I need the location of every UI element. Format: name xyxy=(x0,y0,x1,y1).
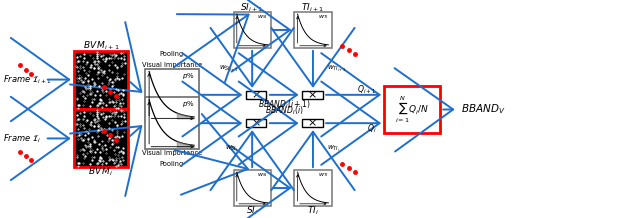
Text: $\mathit{BBAND}_V$: $\mathit{BBAND}_V$ xyxy=(461,102,505,116)
Text: Visual Importance: Visual Importance xyxy=(141,61,202,68)
Text: $\times$: $\times$ xyxy=(307,90,317,100)
Text: $w_{TI_{i+1}}$: $w_{TI_{i+1}}$ xyxy=(327,64,346,74)
Text: $\mathit{BV}\,\mathit{M}_{i}$: $\mathit{BV}\,\mathit{M}_{i}$ xyxy=(88,166,113,179)
Text: $\sum_{i=1}^{N} Q_i/N$: $\sum_{i=1}^{N} Q_i/N$ xyxy=(395,94,429,125)
Text: $\mathit{BV}\,\mathit{M}_{i+1}$: $\mathit{BV}\,\mathit{M}_{i+1}$ xyxy=(83,39,119,52)
Text: Pooling: Pooling xyxy=(160,161,184,167)
Text: $\mathit{BBAND}_I(i+1)$: $\mathit{BBAND}_I(i+1)$ xyxy=(258,98,310,111)
Text: Frame $\mathcal{I}_{i}$: Frame $\mathcal{I}_{i}$ xyxy=(3,132,41,145)
FancyBboxPatch shape xyxy=(384,86,440,133)
Text: $w_{SI}$: $w_{SI}$ xyxy=(257,13,268,21)
Text: $\times$: $\times$ xyxy=(307,118,317,128)
FancyBboxPatch shape xyxy=(145,69,199,121)
Text: Frame $\mathcal{I}_{i+1}$: Frame $\mathcal{I}_{i+1}$ xyxy=(3,73,51,86)
Text: $TI_{i}$: $TI_{i}$ xyxy=(307,204,319,217)
FancyBboxPatch shape xyxy=(294,170,332,206)
Text: $w_{SI_i}$: $w_{SI_i}$ xyxy=(225,144,238,154)
FancyBboxPatch shape xyxy=(74,109,128,167)
Text: $p\%$: $p\%$ xyxy=(182,99,195,109)
Text: $\times$: $\times$ xyxy=(251,118,261,128)
Text: Visual Importance: Visual Importance xyxy=(141,150,202,157)
Text: $SI_{i}$: $SI_{i}$ xyxy=(246,204,258,217)
FancyBboxPatch shape xyxy=(234,170,271,206)
FancyBboxPatch shape xyxy=(74,51,128,109)
FancyBboxPatch shape xyxy=(302,119,323,127)
Text: $TI_{i+1}$: $TI_{i+1}$ xyxy=(301,1,324,14)
Text: $Q_{i}$: $Q_{i}$ xyxy=(367,122,376,135)
Text: $\mathit{BBAND}_I(i)$: $\mathit{BBAND}_I(i)$ xyxy=(265,105,303,118)
FancyBboxPatch shape xyxy=(145,97,199,149)
Text: $Q_{i+1}$: $Q_{i+1}$ xyxy=(357,83,376,96)
FancyBboxPatch shape xyxy=(246,119,266,127)
Text: $\times$: $\times$ xyxy=(251,90,261,100)
Text: Pooling: Pooling xyxy=(160,51,184,57)
FancyBboxPatch shape xyxy=(294,12,332,48)
FancyBboxPatch shape xyxy=(246,91,266,99)
Text: $w_{SI_{i+1}}$: $w_{SI_{i+1}}$ xyxy=(219,64,238,74)
Text: $w_{TI}$: $w_{TI}$ xyxy=(318,13,329,21)
Text: $w_{SI}$: $w_{SI}$ xyxy=(257,171,268,179)
FancyBboxPatch shape xyxy=(302,91,323,99)
Text: $w_{TI}$: $w_{TI}$ xyxy=(318,171,329,179)
FancyBboxPatch shape xyxy=(234,12,271,48)
Text: $w_{TI_i}$: $w_{TI_i}$ xyxy=(327,144,340,154)
Text: $p\%$: $p\%$ xyxy=(182,71,195,81)
Text: $SI_{i+1}$: $SI_{i+1}$ xyxy=(241,1,264,14)
